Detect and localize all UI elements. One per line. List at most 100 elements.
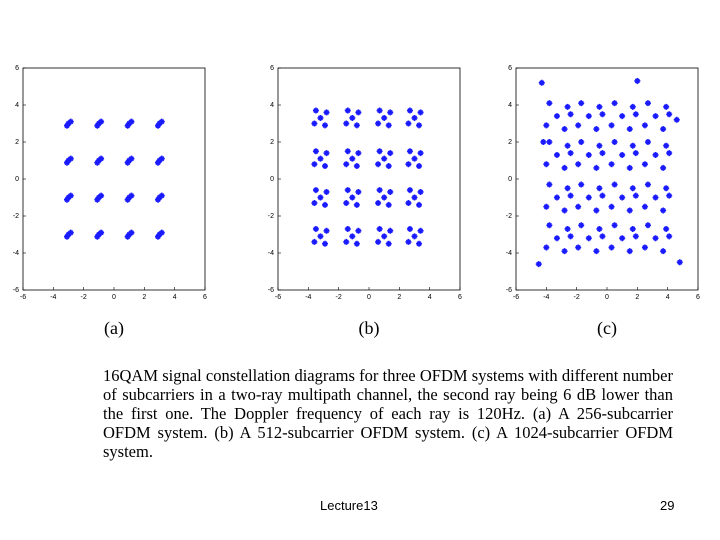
- point: [660, 126, 667, 133]
- x-tick-label: -6: [275, 294, 281, 301]
- point: [641, 203, 648, 210]
- point: [128, 192, 135, 199]
- point: [567, 111, 574, 118]
- point: [381, 114, 388, 121]
- point: [593, 207, 600, 214]
- point: [585, 151, 592, 158]
- x-tick-label: -4: [305, 294, 311, 301]
- x-tick-label: -4: [543, 294, 549, 301]
- point: [63, 122, 70, 129]
- point: [376, 107, 383, 114]
- y-tick-label: -2: [13, 213, 19, 220]
- point: [154, 122, 161, 129]
- point: [375, 161, 382, 168]
- point: [641, 161, 648, 168]
- point: [561, 248, 568, 255]
- x-tick-label: -2: [574, 294, 580, 301]
- point: [632, 111, 639, 118]
- point: [564, 185, 571, 192]
- point: [632, 192, 639, 199]
- point: [626, 164, 633, 171]
- point: [611, 139, 618, 145]
- point: [94, 233, 101, 240]
- point: [629, 185, 636, 192]
- point: [666, 111, 673, 118]
- point: [385, 240, 392, 247]
- point: [575, 122, 582, 129]
- subplot-label: (b): [359, 318, 380, 339]
- x-tick-label: 0: [112, 294, 116, 301]
- x-tick-label: 0: [605, 294, 609, 301]
- point: [540, 139, 547, 145]
- point: [344, 225, 351, 232]
- point: [578, 100, 585, 107]
- point: [343, 200, 350, 207]
- point: [349, 114, 356, 121]
- point: [124, 196, 131, 203]
- point: [596, 225, 603, 232]
- point: [349, 233, 356, 240]
- x-tick-label: 4: [428, 294, 432, 301]
- point: [128, 155, 135, 162]
- point: [561, 207, 568, 214]
- plot-frame: [22, 67, 206, 291]
- point: [94, 122, 101, 129]
- point: [387, 188, 394, 195]
- point: [67, 118, 74, 125]
- point: [553, 194, 560, 201]
- point: [543, 161, 550, 168]
- point: [405, 200, 412, 207]
- point: [660, 164, 667, 171]
- y-tick-label: 6: [15, 65, 19, 72]
- point: [343, 120, 350, 127]
- x-tick-label: 2: [635, 294, 639, 301]
- point: [608, 122, 615, 129]
- point: [611, 100, 618, 107]
- x-tick-label: 6: [458, 294, 462, 301]
- point: [585, 235, 592, 242]
- point: [652, 235, 659, 242]
- point: [154, 233, 161, 240]
- x-tick-label: 6: [203, 294, 207, 301]
- y-tick-label: -4: [268, 250, 274, 257]
- point: [94, 159, 101, 166]
- point: [543, 122, 550, 129]
- point: [63, 233, 70, 240]
- point: [619, 194, 626, 201]
- point: [652, 113, 659, 120]
- point: [376, 148, 383, 155]
- point: [564, 225, 571, 232]
- point: [405, 238, 412, 245]
- point: [67, 192, 74, 199]
- point: [666, 233, 673, 240]
- point: [629, 225, 636, 232]
- point: [599, 192, 606, 199]
- point: [608, 203, 615, 210]
- point: [312, 107, 319, 114]
- point: [311, 161, 318, 168]
- point: [375, 200, 382, 207]
- point: [317, 194, 324, 201]
- point: [323, 109, 330, 116]
- point: [619, 235, 626, 242]
- point: [311, 200, 318, 207]
- y-tick-label: 6: [508, 65, 512, 72]
- point: [611, 181, 618, 188]
- point: [344, 148, 351, 155]
- point: [593, 248, 600, 255]
- point: [416, 163, 423, 170]
- point: [411, 194, 418, 201]
- y-tick-label: -2: [268, 213, 274, 220]
- point: [535, 261, 542, 268]
- point: [385, 163, 392, 170]
- point: [128, 118, 135, 125]
- point: [593, 126, 600, 133]
- point: [317, 233, 324, 240]
- point: [317, 114, 324, 121]
- point: [663, 103, 670, 110]
- point: [353, 240, 360, 247]
- point: [416, 201, 423, 208]
- point: [94, 196, 101, 203]
- y-tick-label: -6: [506, 287, 512, 294]
- point: [416, 122, 423, 129]
